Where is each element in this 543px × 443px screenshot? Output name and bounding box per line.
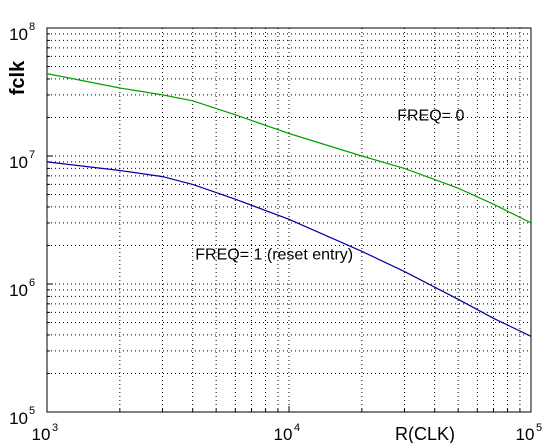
series-line-2 <box>46 161 532 337</box>
grid-lines <box>47 28 531 412</box>
x-tick-base: 10 <box>32 425 51 443</box>
y-tick-exponent: 6 <box>29 277 35 289</box>
y-tick-exponent: 5 <box>29 405 35 417</box>
y-tick-exponent: 8 <box>29 21 35 33</box>
x-tick-exponent: 5 <box>536 422 542 434</box>
y-tick-exponent: 7 <box>29 149 35 161</box>
x-tick-label: 10 3 <box>32 422 59 443</box>
y-tick-label: 10 6 <box>9 277 35 300</box>
x-tick-label: 10 4 <box>274 422 301 443</box>
series-line-1 <box>46 73 532 224</box>
y-tick-label: 10 5 <box>9 405 35 428</box>
y-axis-label: fclk <box>7 60 29 95</box>
annotations: FREQ= 0 FREQ= 1 (reset entry) <box>195 107 464 263</box>
axis-ticks <box>46 33 521 413</box>
y-tick-base: 10 <box>9 153 28 172</box>
y-tick-base: 10 <box>9 25 28 44</box>
y-tick-label: 10 7 <box>9 149 35 172</box>
x-tick-base: 10 <box>274 425 293 443</box>
y-tick-label: 10 8 <box>9 21 35 44</box>
x-tick-labels: 10 3 10 4 10 5 <box>32 422 543 443</box>
x-axis-label: R(CLK) <box>395 424 455 443</box>
y-tick-base: 10 <box>9 281 28 300</box>
annotation-1: FREQ= 0 <box>397 107 464 124</box>
x-tick-label: 10 5 <box>516 422 543 443</box>
y-tick-base: 10 <box>9 409 28 428</box>
annotation-2: FREQ= 1 (reset entry) <box>195 247 353 264</box>
x-tick-base: 10 <box>516 425 535 443</box>
x-tick-exponent: 4 <box>294 422 300 434</box>
series-lines <box>46 73 532 337</box>
x-tick-exponent: 3 <box>52 422 58 434</box>
